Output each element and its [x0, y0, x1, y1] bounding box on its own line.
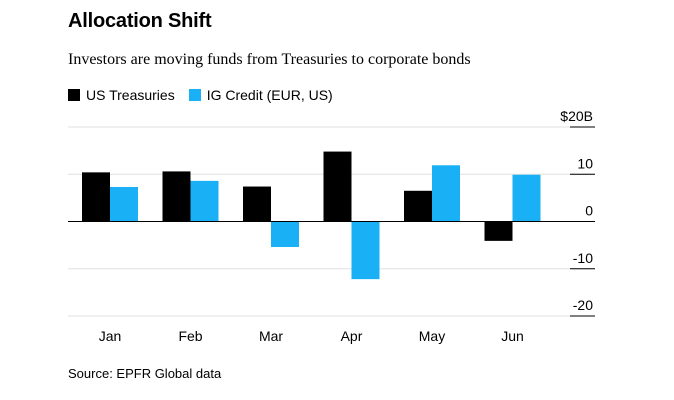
source-note: Source: EPFR Global data	[68, 366, 222, 381]
x-tick-label: Mar	[259, 328, 283, 344]
y-tick-label: 0	[585, 203, 593, 219]
y-tick-label: 10	[577, 155, 593, 171]
legend-item-us-treasuries: US Treasuries	[68, 87, 175, 103]
legend-swatch-ig-credit	[188, 89, 201, 101]
legend-swatch-us-treasuries	[68, 89, 80, 101]
x-tick-label: Jun	[501, 328, 524, 344]
y-tick-label: -20	[573, 297, 593, 313]
bar-us-treasuries-may	[404, 190, 432, 222]
bar-us-treasuries-jun	[484, 221, 513, 241]
x-tick-label: Jan	[99, 328, 122, 344]
legend-label-ig-credit: IG Credit (EUR, US)	[206, 87, 333, 103]
legend-label-us-treasuries: US Treasuries	[86, 87, 175, 103]
x-tick-label: Feb	[178, 328, 202, 344]
bar-ig-credit-eur-us-mar	[271, 221, 299, 248]
chart-legend: US Treasuries IG Credit (EUR, US)	[68, 87, 347, 103]
chart-title: Allocation Shift	[68, 10, 212, 32]
bar-us-treasuries-apr	[323, 151, 352, 222]
bar-ig-credit-eur-us-jun	[512, 174, 541, 222]
bar-ig-credit-eur-us-apr	[351, 221, 380, 280]
x-tick-label: Apr	[341, 328, 363, 344]
bar-us-treasuries-mar	[243, 186, 271, 222]
bar-ig-credit-eur-us-feb	[190, 180, 219, 222]
bar-us-treasuries-jan	[82, 172, 110, 222]
y-tick-label: $20B	[560, 108, 593, 124]
legend-item-ig-credit: IG Credit (EUR, US)	[188, 87, 333, 103]
y-tick-label: -10	[573, 250, 593, 266]
chart-subtitle: Investors are moving funds from Treasuri…	[68, 51, 471, 68]
x-tick-label: May	[419, 328, 445, 344]
bar-us-treasuries-feb	[162, 171, 191, 222]
bar-ig-credit-eur-us-jan	[110, 187, 138, 222]
bar-ig-credit-eur-us-may	[432, 165, 460, 222]
